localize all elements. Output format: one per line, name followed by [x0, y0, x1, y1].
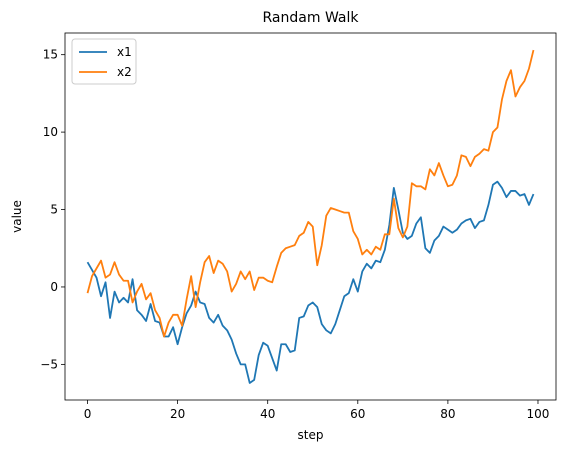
- y-axis-ticks: −5 0 5 10 15: [40, 48, 65, 371]
- y-axis-label: value: [10, 200, 24, 233]
- x-tick-label: 80: [440, 407, 455, 421]
- axes-frame: [64, 32, 557, 401]
- series-layer: [86, 49, 535, 384]
- x-axis-label: step: [298, 428, 324, 442]
- x-tick-label: 60: [350, 407, 365, 421]
- x-axis-ticks: 0 20 40 60 80 100: [84, 400, 550, 421]
- plot-area: [65, 33, 556, 400]
- x-tick-label: 20: [170, 407, 185, 421]
- series-line-x2: [86, 49, 535, 338]
- x-tick-label: 100: [527, 407, 550, 421]
- y-tick-label: 0: [50, 280, 58, 294]
- legend-label-x2: x2: [117, 65, 132, 79]
- x-tick-label: 40: [260, 407, 275, 421]
- chart-title: Randam Walk: [263, 10, 360, 26]
- legend-label-x1: x1: [117, 45, 132, 59]
- y-tick-label: 5: [50, 203, 58, 217]
- y-tick-label: 10: [43, 125, 58, 139]
- y-tick-label: 15: [43, 48, 58, 62]
- y-tick-label: −5: [40, 357, 58, 371]
- x-tick-label: 0: [84, 407, 92, 421]
- legend: x1 x2: [71, 38, 137, 85]
